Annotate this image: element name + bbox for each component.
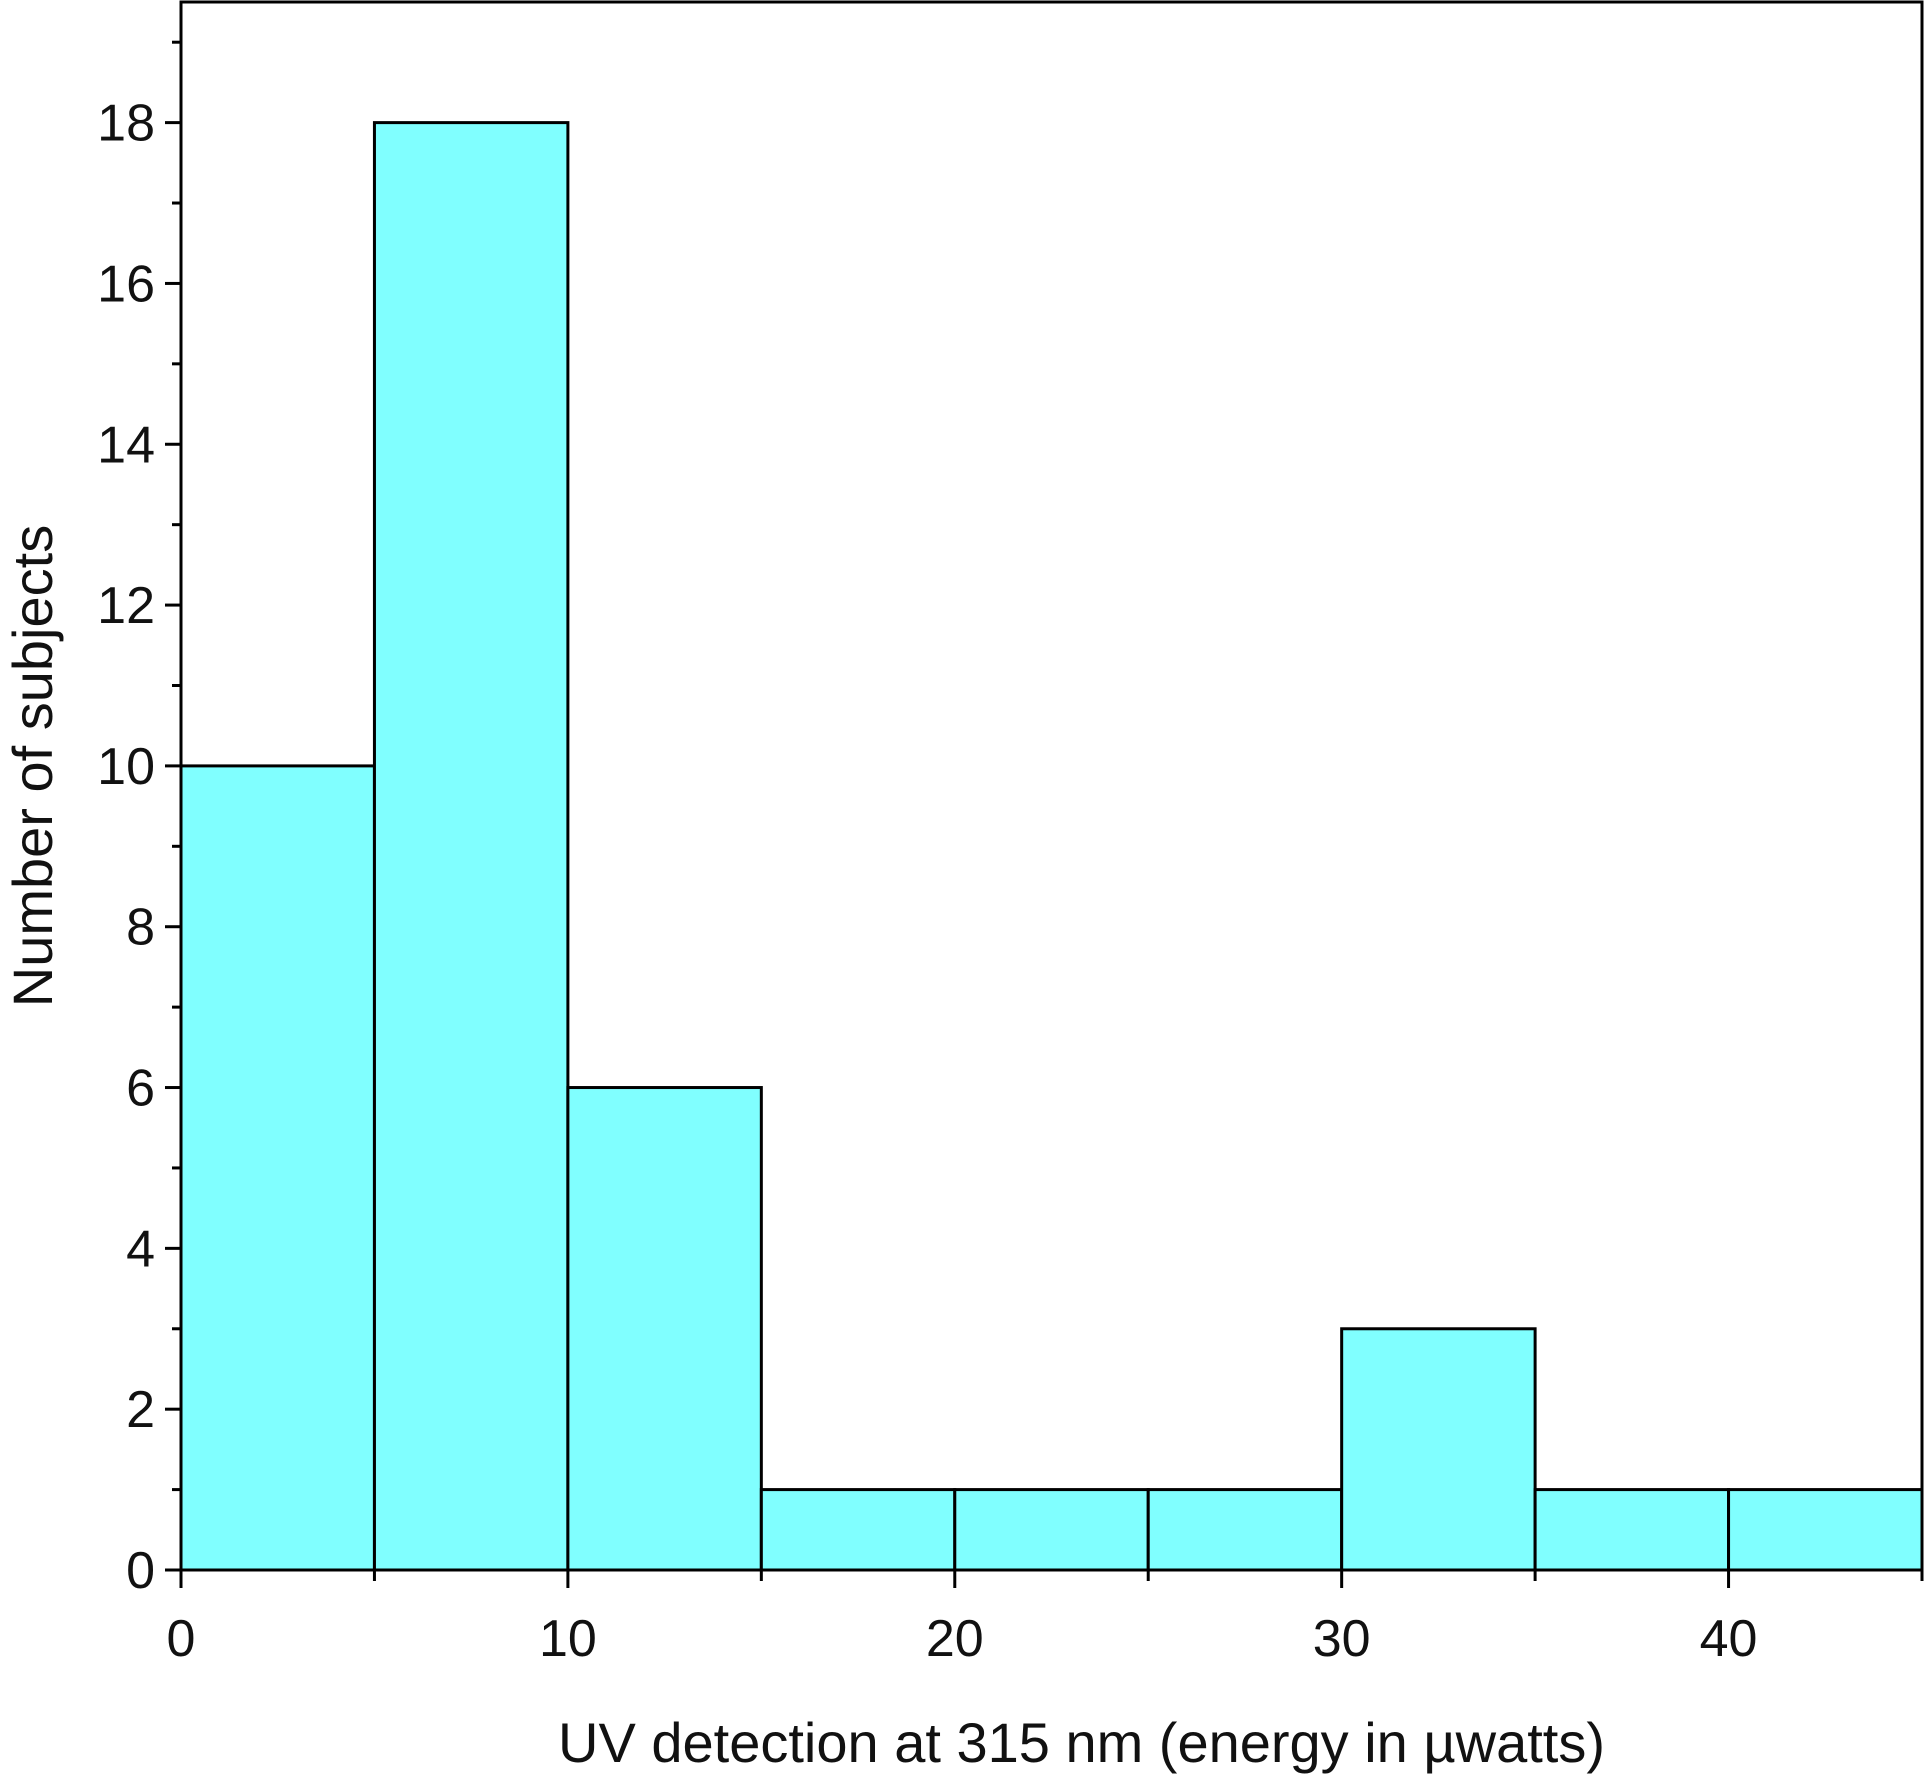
- y-tick-label: 10: [97, 738, 155, 796]
- y-tick-label: 6: [126, 1060, 155, 1118]
- x-tick-label: 40: [1700, 1610, 1758, 1668]
- histogram-bar-1: [372, 121, 570, 1572]
- bars-group: [179, 121, 1924, 1572]
- histogram-bar-6: [1340, 1327, 1537, 1572]
- y-axis-ticks: 0 2 4 6 8 10 12 14 16 18: [97, 40, 181, 1600]
- histogram-bar-7: [1533, 1488, 1731, 1572]
- y-tick-label: 2: [126, 1381, 155, 1439]
- histogram-bar-4: [953, 1488, 1150, 1572]
- y-tick-label: 16: [97, 255, 155, 313]
- y-axis-title: Number of subjects: [1, 525, 64, 1007]
- x-axis-ticks: 0 10 20 30 40: [167, 1570, 1924, 1668]
- y-tick-label: 8: [126, 899, 155, 957]
- histogram-bar-3: [759, 1488, 957, 1572]
- histogram-bar-8: [1727, 1488, 1924, 1572]
- y-tick-label: 0: [126, 1542, 155, 1600]
- histogram-bar-2: [566, 1086, 763, 1572]
- x-tick-label: 10: [539, 1610, 597, 1668]
- x-tick-label: 0: [167, 1610, 196, 1668]
- x-tick-label: 30: [1313, 1610, 1371, 1668]
- y-tick-label: 18: [97, 95, 155, 153]
- histogram-bar-0: [179, 764, 376, 1572]
- plot-frame: [179, 0, 1924, 1572]
- y-tick-label: 14: [97, 416, 155, 474]
- y-tick-label: 4: [126, 1220, 155, 1278]
- y-tick-label: 12: [97, 577, 155, 635]
- x-axis-title: UV detection at 315 nm (energy in µwatts…: [558, 1711, 1605, 1774]
- histogram-bar-5: [1146, 1488, 1344, 1572]
- x-tick-label: 20: [926, 1610, 984, 1668]
